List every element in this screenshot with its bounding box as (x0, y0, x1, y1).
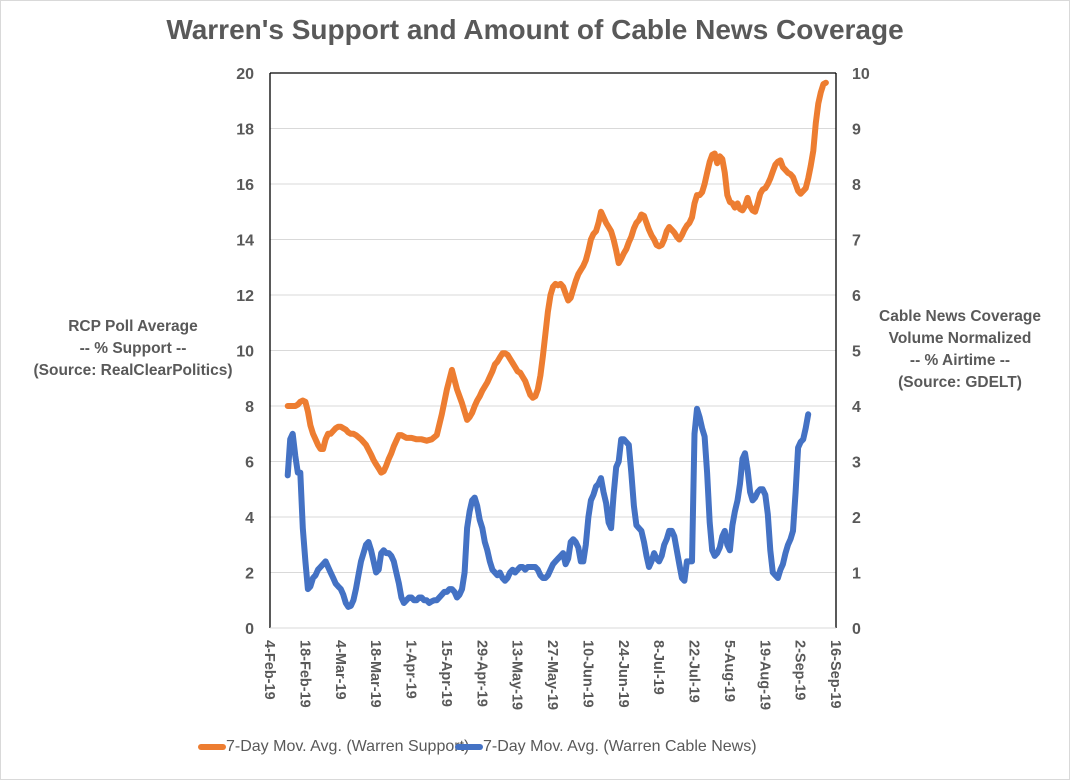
x-tick-label: 19-Aug-19 (756, 640, 772, 710)
y-left-tick-label: 0 (245, 621, 254, 638)
y-axis-right-title-line: (Source: GDELT) (898, 374, 1022, 391)
legend-swatch-blue (455, 744, 483, 750)
x-tick-label: 1-Apr-19 (403, 640, 419, 699)
y-axis-left-title-line: RCP Poll Average (68, 318, 198, 335)
x-tick-label: 18-Mar-19 (367, 640, 383, 708)
x-tick-label: 22-Jul-19 (686, 640, 702, 703)
chart-title: Warren's Support and Amount of Cable New… (166, 14, 904, 45)
x-tick-label: 15-Apr-19 (438, 640, 454, 707)
y-right-tick-label: 8 (852, 177, 861, 194)
y-axis-left-title: RCP Poll Average -- % Support -- (Source… (18, 316, 248, 382)
y-right-tick-label: 5 (852, 344, 861, 361)
axes (269, 72, 837, 629)
y-axis-right-title: Cable News Coverage Volume Normalized --… (860, 306, 1060, 394)
y-axis-right-title-line: Cable News Coverage (879, 308, 1041, 325)
x-tick-label: 4-Feb-19 (261, 640, 277, 700)
x-tick-label: 16-Sep-19 (827, 640, 843, 709)
x-tick-label: 8-Jul-19 (650, 640, 666, 695)
y-axis-right-title-line: Volume Normalized (888, 330, 1032, 347)
y-right-tick-label: 4 (852, 399, 861, 416)
x-tick-label: 29-Apr-19 (473, 640, 489, 707)
y-right-tick-label: 0 (852, 621, 861, 638)
x-tick-label: 4-Mar-19 (332, 640, 348, 700)
x-axis-ticks: 4-Feb-19 18-Feb-19 4-Mar-19 18-Mar-19 1-Apr-… (261, 640, 843, 710)
series-line-warren-support (284, 79, 829, 476)
y-left-tick-label: 4 (245, 510, 254, 527)
series-lines (284, 79, 829, 610)
x-tick-label: 10-Jun-19 (579, 640, 595, 708)
legend-item-warren-cable-news[interactable]: 7-Day Mov. Avg. (Warren Cable News) (455, 738, 757, 756)
x-tick-label: 13-May-19 (509, 640, 525, 710)
y-right-tick-label: 9 (852, 122, 861, 139)
y-right-tick-label: 3 (852, 455, 861, 472)
series-line-warren-cable-news (284, 405, 812, 610)
y-axis-left-ticks: 0 2 4 6 8 10 12 14 16 18 20 (236, 66, 254, 638)
y-axis-right-title-line: -- % Airtime -- (909, 352, 1011, 369)
y-left-tick-label: 2 (245, 566, 254, 583)
legend-label: 7-Day Mov. Avg. (Warren Cable News) (483, 738, 757, 755)
y-right-tick-label: 6 (852, 288, 861, 305)
y-left-tick-label: 16 (236, 177, 254, 194)
legend-swatch-orange (198, 744, 226, 750)
y-right-tick-label: 1 (852, 566, 861, 583)
legend-item-warren-support[interactable]: 7-Day Mov. Avg. (Warren Support) (198, 738, 469, 756)
x-tick-label: 24-Jun-19 (615, 640, 631, 708)
x-tick-label: 27-May-19 (544, 640, 560, 710)
y-left-tick-label: 18 (236, 122, 254, 139)
legend-label: 7-Day Mov. Avg. (Warren Support) (226, 738, 470, 755)
y-axis-right-ticks: 0 1 2 3 4 5 6 7 8 9 10 (852, 66, 870, 638)
y-right-tick-label: 2 (852, 510, 861, 527)
y-left-tick-label: 6 (245, 455, 254, 472)
y-right-tick-label: 7 (852, 233, 861, 250)
x-tick-label: 5-Aug-19 (721, 640, 737, 702)
x-tick-label: 18-Feb-19 (296, 640, 312, 708)
legend: 7-Day Mov. Avg. (Warren Support) 7-Day M… (0, 738, 1070, 762)
y-left-tick-label: 20 (236, 66, 254, 83)
y-axis-left-title-line: (Source: RealClearPolitics) (33, 362, 233, 379)
y-left-tick-label: 14 (236, 233, 254, 250)
y-left-tick-label: 12 (236, 288, 254, 305)
y-axis-left-title-line: -- % Support -- (79, 340, 187, 357)
y-right-tick-label: 10 (852, 66, 870, 83)
x-tick-label: 2-Sep-19 (792, 640, 808, 700)
y-left-tick-label: 10 (236, 344, 254, 361)
y-left-tick-label: 8 (245, 399, 254, 416)
